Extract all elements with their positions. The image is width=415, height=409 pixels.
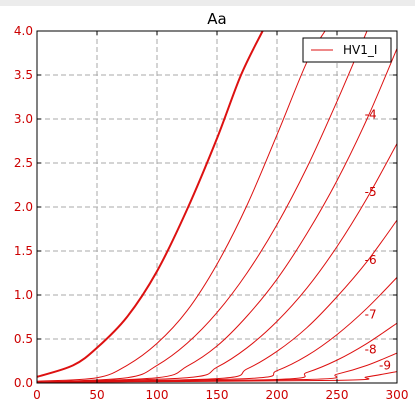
curve-label: -4 bbox=[365, 108, 377, 122]
y-tick-label: 0.5 bbox=[14, 332, 33, 346]
y-tick-label: 2.5 bbox=[14, 156, 33, 170]
series-line-2 bbox=[37, 31, 368, 383]
y-tick-label: 4.0 bbox=[14, 24, 33, 38]
x-tick-label: 50 bbox=[89, 388, 104, 402]
x-tick-label: 150 bbox=[206, 388, 229, 402]
x-tick-label: 300 bbox=[386, 388, 409, 402]
series-line-5 bbox=[37, 219, 397, 383]
y-tick-label: 3.0 bbox=[14, 112, 33, 126]
x-tick-label: 200 bbox=[266, 388, 289, 402]
curve-label: -9 bbox=[379, 358, 391, 372]
curve-label: -7 bbox=[365, 307, 377, 321]
series-line-0 bbox=[37, 31, 264, 378]
x-tick-label: 100 bbox=[146, 388, 169, 402]
series-line-1 bbox=[37, 31, 326, 382]
y-tick-label: 2.0 bbox=[14, 200, 33, 214]
curve-label: -8 bbox=[365, 343, 377, 357]
y-tick-label: 1.0 bbox=[14, 288, 33, 302]
series-layer bbox=[37, 31, 397, 383]
x-tick-label: 0 bbox=[33, 388, 41, 402]
curve-label: -5 bbox=[365, 185, 377, 199]
series-line-9 bbox=[37, 371, 397, 383]
chart-title: Aa bbox=[207, 10, 226, 28]
y-tick-label: 3.5 bbox=[14, 68, 33, 82]
y-tick-label: 0.0 bbox=[14, 376, 33, 390]
legend: HV1_I bbox=[302, 37, 392, 63]
y-tick-label: 1.5 bbox=[14, 244, 33, 258]
curve-label: -6 bbox=[365, 253, 377, 267]
legend-entry: HV1_I bbox=[343, 43, 377, 57]
series-line-4 bbox=[37, 143, 397, 383]
x-tick-label: 250 bbox=[326, 388, 349, 402]
window-top-strip bbox=[0, 0, 415, 6]
series-line-3 bbox=[37, 48, 397, 383]
curve-label-layer: -4 -5 -6 -7 -8-9 bbox=[365, 108, 391, 373]
series-line-6 bbox=[37, 277, 397, 383]
tick-layer: 0 50 100 150 200 250 300 0.0 0.5 1.0 1.5 2.0 2.5 3.0 3… bbox=[14, 24, 409, 402]
grid-layer bbox=[37, 31, 397, 383]
